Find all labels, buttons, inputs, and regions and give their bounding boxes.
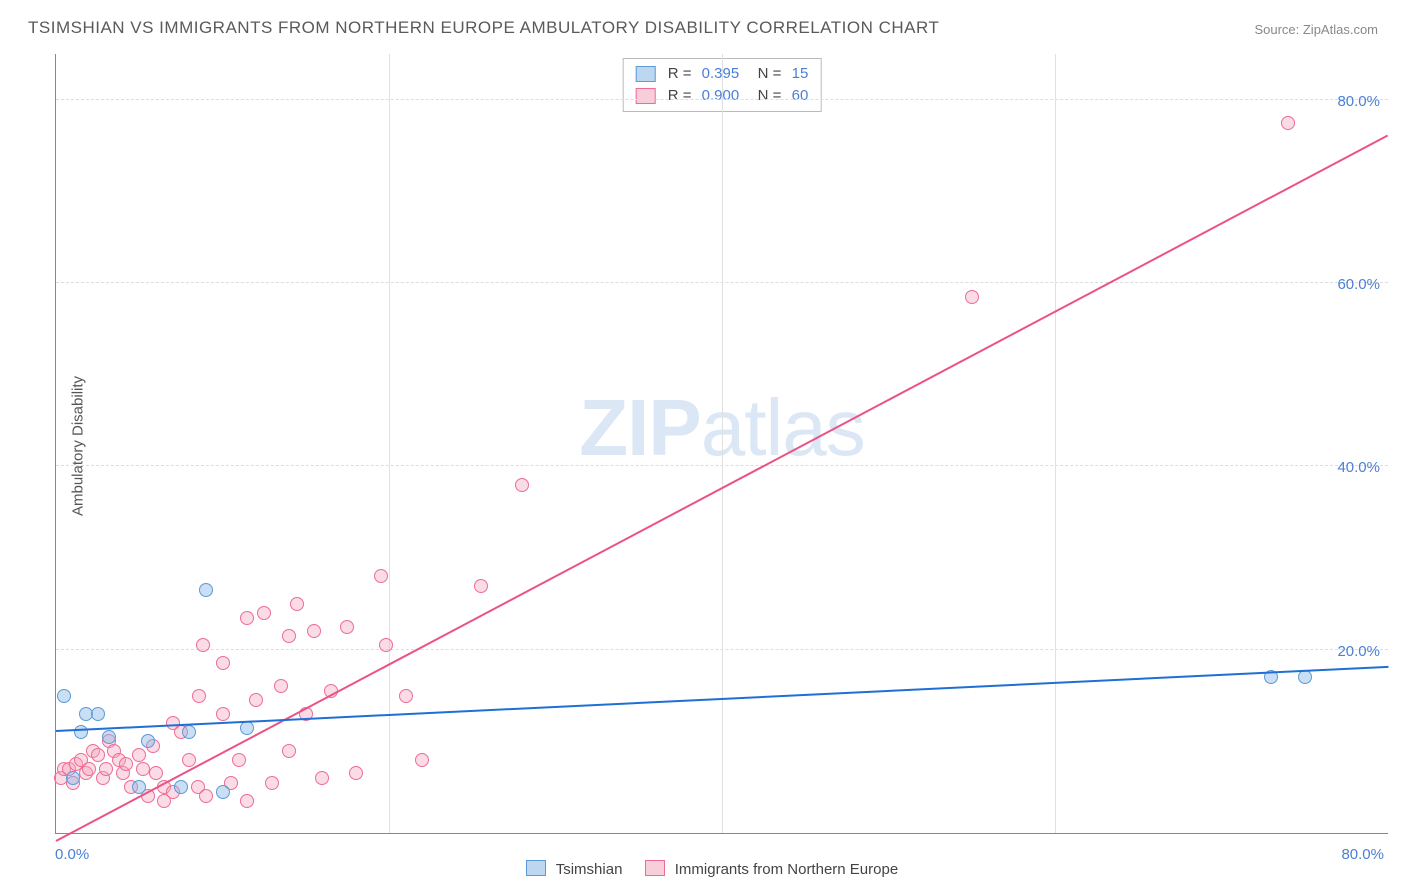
legend-series: Tsimshian Immigrants from Northern Europ… xyxy=(0,860,1406,878)
data-point-blue xyxy=(182,725,196,739)
data-point-pink xyxy=(290,597,304,611)
y-tick-label: 60.0% xyxy=(1337,276,1380,293)
n-label: N = xyxy=(745,63,785,85)
data-point-pink xyxy=(232,753,246,767)
data-point-pink xyxy=(340,620,354,634)
data-point-pink xyxy=(91,748,105,762)
data-point-pink xyxy=(132,748,146,762)
data-point-blue xyxy=(57,689,71,703)
data-point-blue xyxy=(174,780,188,794)
data-point-pink xyxy=(82,762,96,776)
data-point-pink xyxy=(1281,116,1295,130)
data-point-pink xyxy=(265,776,279,790)
r-value-pink: 0.900 xyxy=(702,85,740,107)
data-point-pink xyxy=(315,771,329,785)
n-value-pink: 60 xyxy=(792,85,809,107)
n-label: N = xyxy=(745,85,785,107)
data-point-blue xyxy=(132,780,146,794)
data-point-pink xyxy=(249,693,263,707)
data-point-blue xyxy=(216,785,230,799)
gridline-v xyxy=(1055,54,1056,833)
data-point-blue xyxy=(74,725,88,739)
data-point-pink xyxy=(99,762,113,776)
data-point-pink xyxy=(282,744,296,758)
chart-title: TSIMSHIAN VS IMMIGRANTS FROM NORTHERN EU… xyxy=(28,18,939,38)
data-point-pink xyxy=(374,569,388,583)
data-point-pink xyxy=(474,579,488,593)
data-point-pink xyxy=(399,689,413,703)
data-point-pink xyxy=(192,689,206,703)
legend-label-blue: Tsimshian xyxy=(556,861,623,878)
legend-label-pink: Immigrants from Northern Europe xyxy=(675,861,898,878)
data-point-blue xyxy=(91,707,105,721)
data-point-pink xyxy=(965,290,979,304)
data-point-pink xyxy=(196,638,210,652)
y-tick-label: 20.0% xyxy=(1337,643,1380,660)
swatch-blue-icon xyxy=(526,860,546,876)
n-value-blue: 15 xyxy=(792,63,809,85)
r-label: R = xyxy=(668,85,696,107)
data-point-pink xyxy=(216,656,230,670)
data-point-blue xyxy=(102,730,116,744)
data-point-pink xyxy=(379,638,393,652)
data-point-pink xyxy=(149,766,163,780)
y-tick-label: 80.0% xyxy=(1337,93,1380,110)
swatch-pink-icon xyxy=(636,88,656,104)
gridline-v xyxy=(722,54,723,833)
data-point-blue xyxy=(141,734,155,748)
swatch-pink-icon xyxy=(645,860,665,876)
data-point-pink xyxy=(515,478,529,492)
data-point-pink xyxy=(257,606,271,620)
data-point-pink xyxy=(274,679,288,693)
data-point-pink xyxy=(182,753,196,767)
y-tick-label: 40.0% xyxy=(1337,459,1380,476)
data-point-pink xyxy=(282,629,296,643)
data-point-pink xyxy=(240,611,254,625)
data-point-pink xyxy=(349,766,363,780)
data-point-pink xyxy=(119,757,133,771)
plot-area: ZIPatlas R = 0.395 N = 15 R = 0.900 N = … xyxy=(55,54,1388,834)
data-point-pink xyxy=(415,753,429,767)
gridline-v xyxy=(389,54,390,833)
data-point-pink xyxy=(216,707,230,721)
swatch-blue-icon xyxy=(636,66,656,82)
data-point-pink xyxy=(240,794,254,808)
data-point-pink xyxy=(307,624,321,638)
data-point-blue xyxy=(66,771,80,785)
data-point-blue xyxy=(199,583,213,597)
data-point-pink xyxy=(136,762,150,776)
data-point-blue xyxy=(1298,670,1312,684)
data-point-pink xyxy=(199,789,213,803)
source-label: Source: ZipAtlas.com xyxy=(1254,22,1378,37)
r-label: R = xyxy=(668,63,696,85)
r-value-blue: 0.395 xyxy=(702,63,740,85)
